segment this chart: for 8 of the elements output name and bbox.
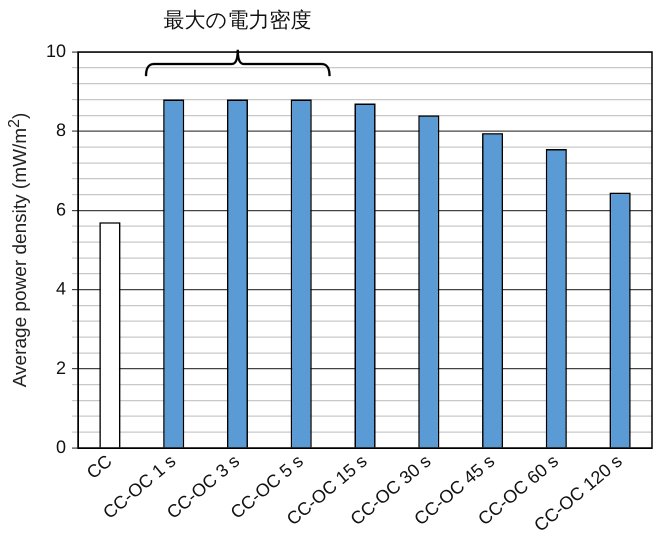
y-tick-label: 2 <box>56 358 66 378</box>
y-tick-label: 8 <box>56 120 66 140</box>
y-tick-label: 10 <box>46 40 66 61</box>
text: 最大の電力密度 <box>163 7 312 34</box>
y-tick-label: 6 <box>56 199 66 220</box>
x-tick-label: CC <box>82 450 116 483</box>
y-tick-label: 4 <box>56 278 66 299</box>
y-tick-label: 0 <box>56 436 66 457</box>
